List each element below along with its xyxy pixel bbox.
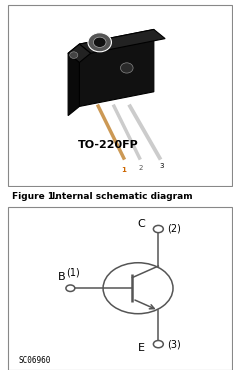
Circle shape bbox=[70, 52, 78, 59]
Text: (3): (3) bbox=[167, 340, 181, 350]
Circle shape bbox=[120, 63, 133, 73]
Circle shape bbox=[93, 37, 106, 47]
Circle shape bbox=[153, 225, 163, 232]
Text: (1): (1) bbox=[66, 268, 80, 277]
Polygon shape bbox=[79, 29, 165, 53]
Polygon shape bbox=[68, 44, 79, 116]
Text: 3: 3 bbox=[160, 163, 164, 169]
Circle shape bbox=[153, 341, 163, 348]
Text: E: E bbox=[138, 343, 145, 353]
Text: (2): (2) bbox=[167, 223, 181, 233]
Polygon shape bbox=[79, 29, 154, 107]
Polygon shape bbox=[68, 44, 91, 62]
Text: 1: 1 bbox=[121, 167, 126, 173]
Text: 2: 2 bbox=[138, 165, 143, 171]
Text: TO-220FP: TO-220FP bbox=[78, 140, 139, 150]
Text: Figure 1.: Figure 1. bbox=[12, 192, 57, 201]
Circle shape bbox=[66, 285, 75, 291]
Circle shape bbox=[103, 263, 173, 314]
Text: C: C bbox=[137, 219, 145, 229]
Text: SC06960: SC06960 bbox=[18, 356, 51, 365]
Text: Internal schematic diagram: Internal schematic diagram bbox=[52, 192, 193, 201]
Text: B: B bbox=[58, 273, 66, 282]
Circle shape bbox=[88, 33, 111, 52]
